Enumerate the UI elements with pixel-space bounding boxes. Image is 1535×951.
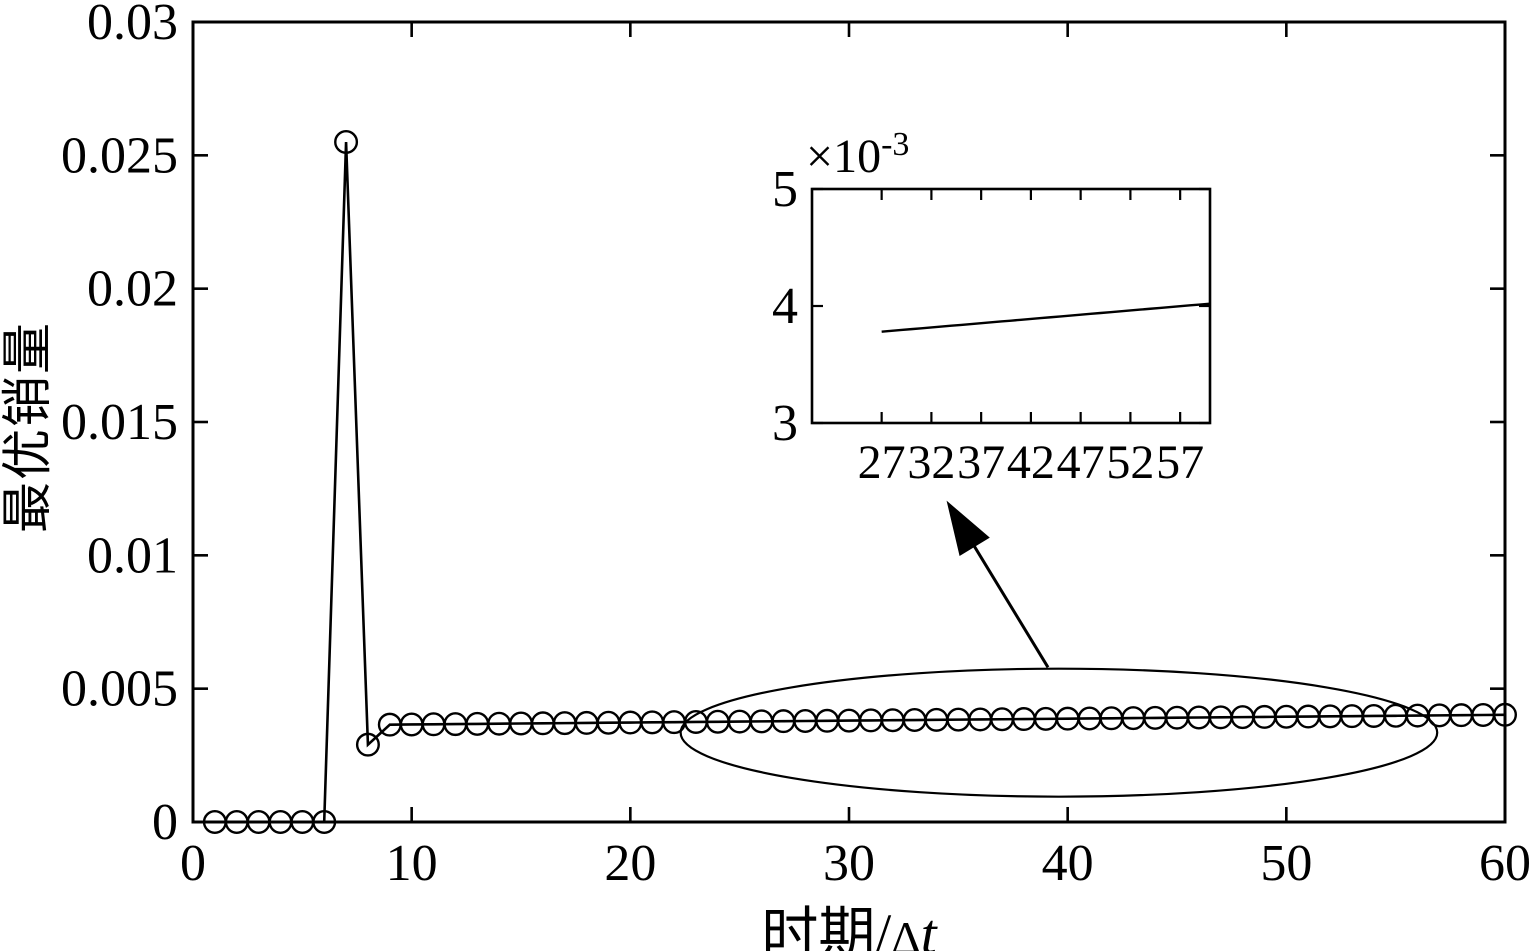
inset-x-tick-label: 32	[907, 436, 955, 489]
y-tick-label: 0	[152, 794, 178, 851]
data-point-marker	[1492, 702, 1517, 727]
inset-scale-multiplier: ×10-3	[806, 126, 909, 184]
y-axis-label: 最优销量	[1, 320, 57, 534]
y-tick-label: 0.025	[61, 127, 178, 184]
inset-y-tick-label: 4	[772, 278, 798, 335]
zoom-arrowhead	[946, 500, 990, 557]
zoom-arrow-line	[970, 540, 1050, 669]
y-tick-label: 0.03	[87, 0, 178, 51]
data-point-marker	[312, 810, 337, 835]
inset-x-tick-label: 42	[1007, 436, 1055, 489]
zoom-ellipse-annotation	[679, 667, 1439, 798]
y-tick-label: 0.005	[61, 661, 178, 718]
multiplier-base: ×10	[806, 130, 882, 183]
data-point-marker	[355, 732, 380, 757]
x-tick-label: 0	[180, 835, 206, 892]
inset-x-tick-label: 52	[1106, 436, 1154, 489]
y-tick-label: 0.02	[87, 261, 178, 318]
x-tick-label: 30	[823, 835, 875, 892]
x-tick-label: 50	[1260, 835, 1312, 892]
y-tick-label: 0.015	[61, 394, 178, 451]
data-point-marker	[334, 129, 359, 154]
inset-y-tick-label: 3	[772, 395, 798, 452]
inset-x-tick-label: 27	[858, 436, 906, 489]
multiplier-exponent: -3	[881, 126, 910, 163]
x-tick-label: 10	[386, 835, 438, 892]
inset-x-tick-label: 47	[1057, 436, 1105, 489]
x-axis-label-delta: Δ	[891, 912, 921, 951]
x-tick-label: 60	[1479, 835, 1531, 892]
x-axis-label: 时期/Δt	[761, 888, 936, 951]
inset-series-line	[881, 302, 1211, 333]
inset-border	[810, 187, 1212, 425]
x-tick-label: 20	[604, 835, 656, 892]
inset-x-tick-label: 57	[1156, 436, 1204, 489]
x-axis-label-t: t	[920, 903, 937, 951]
x-tick-label: 40	[1042, 835, 1094, 892]
inset-x-tick-label: 37	[957, 436, 1005, 489]
x-axis-label-text: 时期/	[761, 903, 892, 951]
y-tick-label: 0.01	[87, 527, 178, 584]
inset-y-tick-label: 5	[772, 161, 798, 218]
